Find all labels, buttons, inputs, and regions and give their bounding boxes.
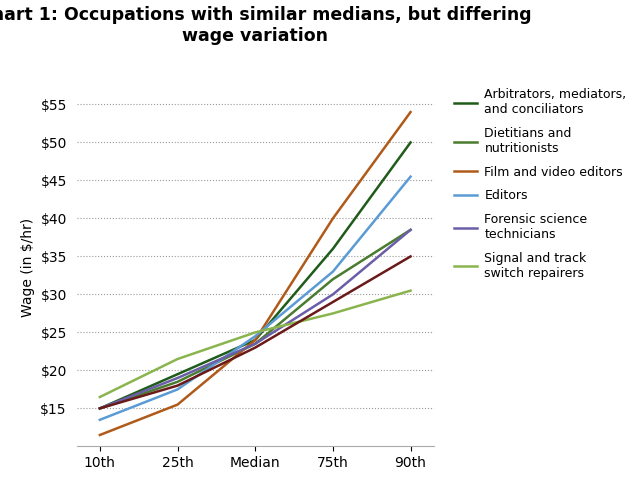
Dietitians and
nutritionists bbox=[251, 341, 259, 347]
Arbitrators, mediators,
and conciliators bbox=[96, 405, 104, 411]
Arbitrators, mediators,
and conciliators bbox=[174, 371, 181, 377]
Signal and track
switch repairers bbox=[251, 329, 259, 335]
Dietitians and
nutritionists bbox=[96, 405, 104, 411]
Editors bbox=[406, 174, 414, 180]
Text: Chart 1: Occupations with similar medians, but differing
wage variation: Chart 1: Occupations with similar median… bbox=[0, 6, 531, 45]
Signal and track
switch repairers bbox=[174, 356, 181, 362]
Signal and track
switch repairers bbox=[406, 288, 414, 294]
Dietitians and
nutritionists bbox=[406, 227, 414, 233]
Forensic science
technicians bbox=[174, 375, 181, 381]
Editors bbox=[96, 417, 104, 423]
Line: Editors: Editors bbox=[100, 177, 410, 420]
Signal and track
switch repairers bbox=[96, 394, 104, 400]
Line: Signal and track
switch repairers: Signal and track switch repairers bbox=[100, 291, 410, 397]
Forensic science
technicians bbox=[96, 405, 104, 411]
Forensic science
technicians bbox=[251, 341, 259, 347]
Film and video editors bbox=[96, 432, 104, 438]
Line: Arbitrators, mediators,
and conciliators: Arbitrators, mediators, and conciliators bbox=[100, 142, 410, 408]
Arbitrators, mediators,
and conciliators bbox=[329, 246, 337, 252]
Editors bbox=[329, 269, 337, 275]
Line: Film and video editors: Film and video editors bbox=[100, 112, 410, 435]
Dietitians and
nutritionists bbox=[329, 276, 337, 282]
Film and video editors bbox=[329, 215, 337, 221]
Forensic science
technicians bbox=[406, 227, 414, 233]
Y-axis label: Wage (in $/hr): Wage (in $/hr) bbox=[21, 218, 35, 317]
Film and video editors bbox=[406, 109, 414, 115]
Signal and track
switch repairers bbox=[329, 310, 337, 316]
Film and video editors bbox=[174, 402, 181, 408]
Forensic science
technicians bbox=[329, 292, 337, 298]
Film and video editors bbox=[251, 337, 259, 343]
Editors bbox=[251, 333, 259, 339]
Legend: Arbitrators, mediators,
and conciliators, Dietitians and
nutritionists, Film and: Arbitrators, mediators, and conciliators… bbox=[454, 88, 627, 280]
Arbitrators, mediators,
and conciliators bbox=[251, 337, 259, 343]
Line: Dietitians and
nutritionists: Dietitians and nutritionists bbox=[100, 230, 410, 408]
Editors bbox=[174, 386, 181, 392]
Arbitrators, mediators,
and conciliators bbox=[406, 139, 414, 145]
Line: Forensic science
technicians: Forensic science technicians bbox=[100, 230, 410, 408]
Dietitians and
nutritionists bbox=[174, 379, 181, 385]
